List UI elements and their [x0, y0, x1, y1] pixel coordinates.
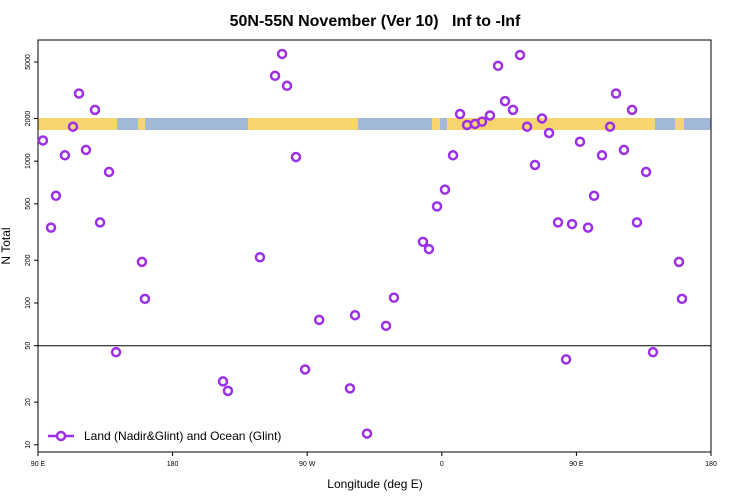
point — [388, 292, 400, 303]
point — [618, 144, 630, 156]
y-tick-label: 500 — [25, 198, 32, 210]
x-axis-label: Longitude (deg E) — [327, 477, 422, 491]
point — [454, 108, 466, 120]
point — [543, 127, 555, 139]
legend-label: Land (Nadir&Glint) and Ocean (Glint) — [84, 429, 281, 443]
point — [566, 218, 578, 230]
point — [94, 217, 106, 228]
point — [361, 428, 373, 439]
point — [103, 166, 115, 178]
chart-title: 50N-55N November (Ver 10) Inf to -Inf — [230, 13, 521, 30]
point — [529, 159, 541, 171]
y-tick-label: 200 — [25, 254, 32, 266]
point — [344, 383, 356, 394]
point — [476, 116, 488, 127]
point — [50, 190, 62, 202]
point — [492, 60, 504, 72]
x-tick-label: 90 E — [569, 461, 584, 468]
y-tick-label: 20 — [25, 398, 32, 406]
point — [417, 236, 429, 248]
point — [222, 385, 234, 397]
land-mask-strip — [38, 118, 711, 130]
point — [626, 104, 638, 116]
x-tick-label: 180 — [167, 461, 179, 468]
point — [136, 256, 148, 268]
point — [80, 144, 92, 156]
point — [217, 376, 229, 387]
point — [299, 364, 311, 375]
legend-marker — [55, 430, 67, 442]
point — [484, 110, 496, 121]
point — [276, 48, 288, 60]
point — [290, 151, 302, 163]
point — [552, 217, 564, 228]
point — [588, 190, 600, 202]
point — [447, 150, 459, 161]
point — [676, 293, 688, 305]
point — [89, 104, 101, 116]
point — [631, 217, 643, 228]
point — [110, 346, 122, 358]
point — [59, 150, 71, 161]
point — [431, 201, 443, 212]
point — [139, 293, 151, 305]
point — [281, 80, 293, 92]
point — [380, 320, 392, 332]
y-tick-label: 50 — [25, 342, 32, 350]
y-tick-label: 1000 — [25, 153, 32, 169]
point — [269, 70, 281, 82]
point — [73, 88, 85, 99]
point — [514, 49, 526, 61]
point — [574, 136, 586, 148]
point — [499, 95, 511, 107]
point — [610, 88, 622, 99]
point — [521, 121, 533, 132]
point — [45, 222, 57, 233]
x-tick-label: 90 E — [31, 461, 46, 468]
point — [640, 166, 652, 178]
point — [349, 309, 361, 321]
plot-frame — [37, 39, 712, 453]
point — [37, 135, 49, 146]
point — [604, 121, 616, 132]
x-tick-label: 0 — [440, 461, 444, 468]
point — [673, 256, 685, 268]
point — [423, 243, 435, 255]
point — [596, 150, 608, 161]
y-tick-label: 5000 — [25, 54, 32, 70]
y-tick-label: 100 — [25, 297, 32, 309]
point — [582, 222, 594, 233]
y-axis-label: N Total — [0, 227, 13, 264]
point — [313, 314, 325, 326]
y-tick-label: 10 — [25, 441, 32, 449]
y-tick-label: 2000 — [25, 111, 32, 127]
point — [254, 252, 266, 263]
x-tick-label: 180 — [705, 461, 717, 468]
point — [647, 346, 659, 358]
point — [536, 113, 548, 124]
x-tick-label: 90 W — [299, 461, 316, 468]
point — [439, 184, 451, 195]
point — [507, 104, 519, 116]
point — [560, 354, 572, 365]
point — [67, 121, 79, 132]
